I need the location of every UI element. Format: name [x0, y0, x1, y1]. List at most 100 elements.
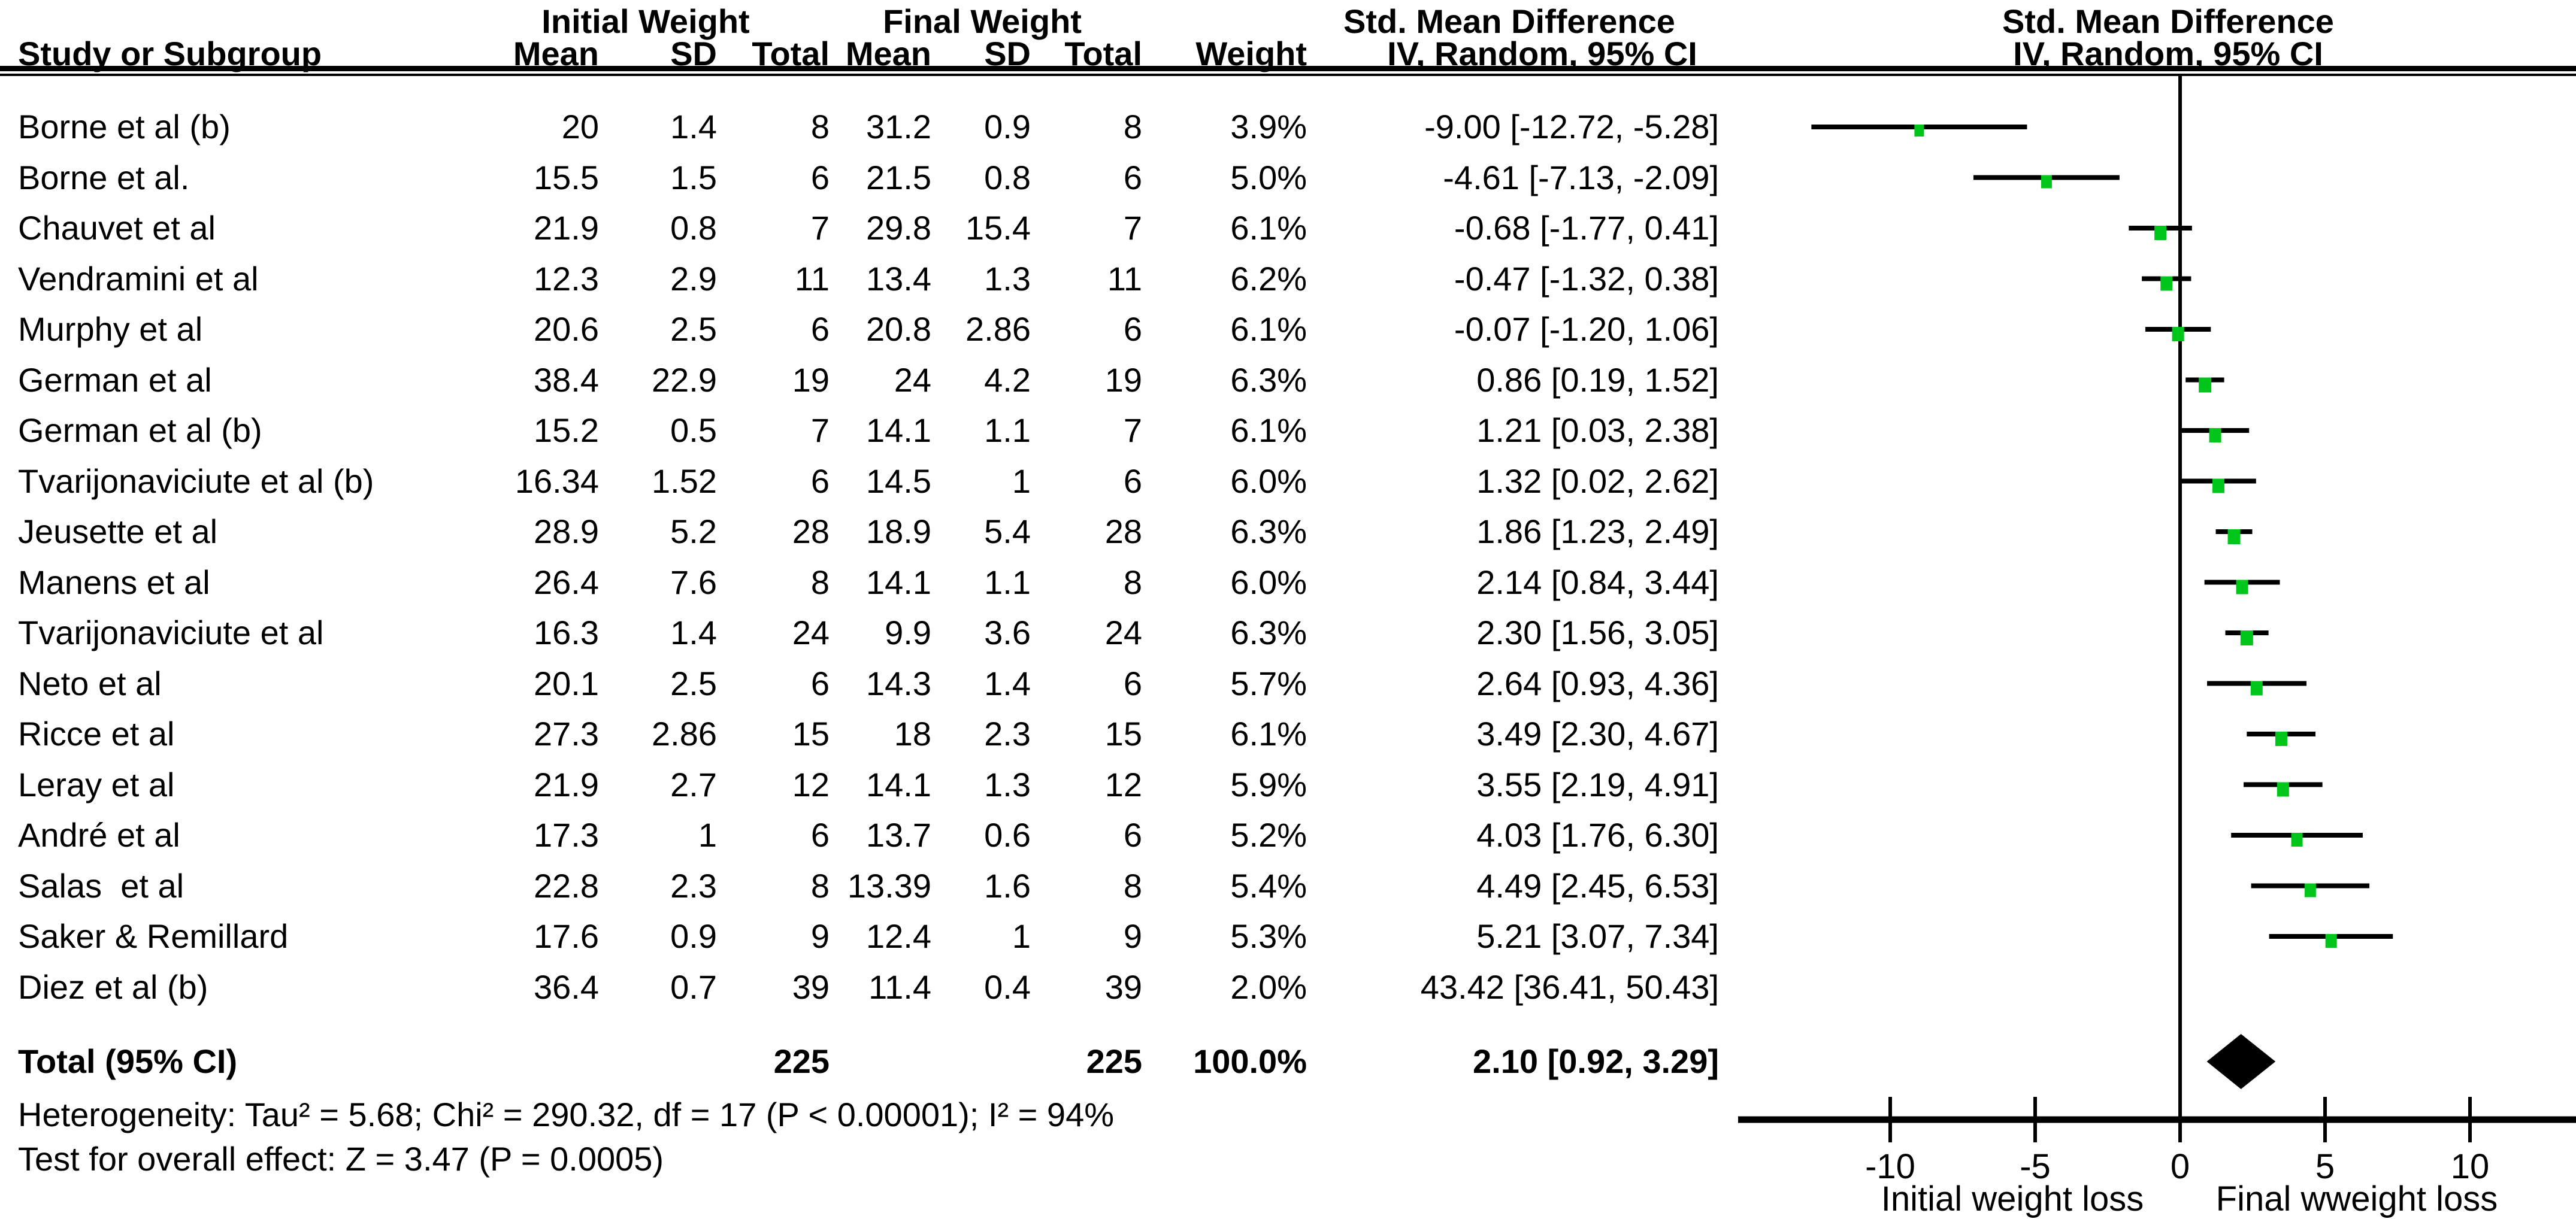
initial-mean: 22.8 [534, 866, 599, 905]
final-total: 6 [1123, 664, 1142, 702]
pooled-diamond [2206, 1034, 2276, 1089]
final-mean: 9.9 [885, 614, 931, 651]
group-header-initial-weight: Initial Weight [541, 2, 750, 40]
final-sd: 5.4 [984, 513, 1031, 550]
effect-marker [2172, 327, 2184, 341]
final-sd: 0.8 [984, 158, 1031, 196]
final-sd: 15.4 [965, 209, 1031, 247]
table-row: Diez et al (b) 36.4 0.7 39 11.4 0.4 39 2… [0, 967, 2576, 1008]
table-smd-subtitle: IV, Random, 95% CI [1387, 35, 1697, 72]
col-header-mean2: Mean [845, 35, 931, 72]
final-mean: 13.39 [847, 866, 931, 905]
initial-sd: 0.5 [670, 411, 717, 449]
weight-value: 5.0% [1230, 158, 1307, 196]
axis-tick-label: -5 [2020, 1147, 2051, 1186]
header-rule-top [0, 66, 2576, 71]
final-mean: 14.1 [866, 563, 931, 601]
total-ci: 2.10 [0.92, 3.29] [1473, 1042, 1719, 1080]
table-row: Chauvet et al 21.9 0.8 7 29.8 15.4 7 6.1… [0, 208, 2576, 248]
table-row: Vendramini et al 12.3 2.9 11 13.4 1.3 11… [0, 259, 2576, 299]
study-name: Leray et al [18, 765, 175, 803]
final-total: 6 [1123, 462, 1142, 500]
ci-text: 4.03 [1.76, 6.30] [1476, 816, 1719, 854]
initial-mean: 16.34 [514, 462, 599, 500]
final-mean: 11.4 [868, 968, 931, 1006]
axis-tick-label: 10 [2451, 1147, 2490, 1186]
final-sd: 3.6 [984, 614, 1031, 651]
study-name: Salas et al [18, 866, 184, 905]
initial-total: 8 [810, 866, 830, 905]
effect-marker [2236, 580, 2248, 595]
table-smd-title: Std. Mean Difference [1343, 2, 1675, 40]
weight-value: 3.9% [1230, 108, 1307, 145]
ci-text: 1.32 [0.02, 2.62] [1476, 462, 1719, 500]
header-rule-bottom [0, 74, 2576, 76]
table-row: Manens et al 26.4 7.6 8 14.1 1.1 8 6.0% … [0, 562, 2576, 603]
table-row: Borne et al. 15.5 1.5 6 21.5 0.8 6 5.0% … [0, 157, 2576, 198]
final-total: 28 [1104, 513, 1142, 550]
ci-text: 1.86 [1.23, 2.49] [1476, 513, 1719, 550]
ci-text: -9.00 [-12.72, -5.28] [1424, 108, 1719, 145]
table-row: Leray et al 21.9 2.7 12 14.1 1.3 12 5.9%… [0, 765, 2576, 805]
initial-mean: 28.9 [534, 513, 599, 550]
final-sd: 1 [1012, 917, 1031, 955]
table-row: Murphy et al 20.6 2.5 6 20.8 2.86 6 6.1%… [0, 309, 2576, 350]
col-header-sd2: SD [984, 35, 1031, 72]
study-name: Borne et al (b) [18, 108, 231, 145]
initial-sd: 1.52 [652, 462, 717, 500]
final-total: 11 [1107, 259, 1142, 298]
col-header-mean1: Mean [513, 35, 599, 72]
axis-tick-label: 5 [2315, 1147, 2335, 1186]
ci-text: -0.68 [-1.77, 0.41] [1454, 209, 1719, 247]
ci-text: 2.14 [0.84, 3.44] [1476, 563, 1719, 601]
axis-tick-label: -10 [1865, 1147, 1915, 1186]
ci-text: 1.21 [0.03, 2.38] [1476, 411, 1719, 449]
initial-mean: 15.2 [534, 411, 599, 449]
initial-mean: 38.4 [534, 360, 599, 399]
weight-value: 6.1% [1230, 209, 1307, 247]
study-name: Neto et al [18, 664, 162, 702]
initial-sd: 1.4 [670, 108, 717, 145]
final-mean: 29.8 [866, 209, 931, 247]
col-header-total2: Total [1064, 35, 1142, 72]
study-name: Murphy et al [18, 310, 203, 348]
initial-sd: 0.9 [670, 917, 717, 955]
effect-marker [2212, 478, 2224, 493]
initial-mean: 21.9 [534, 765, 599, 803]
group-header-final-weight: Final Weight [883, 2, 1082, 40]
table-row: Borne et al (b) 20 1.4 8 31.2 0.9 8 3.9%… [0, 107, 2576, 147]
weight-value: 6.1% [1230, 715, 1307, 753]
initial-mean: 20 [561, 108, 599, 145]
ci-text: 2.64 [0.93, 4.36] [1476, 664, 1719, 702]
effect-marker [2291, 833, 2303, 847]
effect-marker [2275, 732, 2287, 746]
final-total: 7 [1123, 411, 1142, 449]
final-mean: 14.1 [866, 765, 931, 803]
ci-text: -4.61 [-7.13, -2.09] [1443, 158, 1719, 196]
study-name: Jeusette et al [18, 513, 218, 550]
effect-marker [2240, 630, 2253, 645]
plot-smd-subtitle: IV, Random, 95% CI [2013, 35, 2323, 72]
final-mean: 18 [894, 715, 931, 753]
effect-marker [2041, 175, 2052, 189]
total-weight: 100.0% [1193, 1042, 1307, 1080]
initial-total: 11 [794, 259, 830, 298]
col-header-weight: Weight [1195, 35, 1307, 72]
study-name: Ricce et al [18, 715, 175, 753]
initial-sd: 2.5 [670, 310, 717, 348]
initial-total: 19 [792, 360, 830, 399]
study-name: André et al [18, 816, 180, 854]
initial-total: 39 [792, 968, 830, 1006]
final-mean: 13.7 [866, 816, 931, 854]
initial-mean: 20.6 [534, 310, 599, 348]
axis-tick-label: 0 [2171, 1147, 2190, 1186]
weight-value: 6.3% [1230, 360, 1307, 399]
initial-sd: 0.7 [670, 968, 717, 1006]
final-total: 15 [1104, 715, 1142, 753]
total-n2: 225 [1086, 1042, 1142, 1080]
weight-value: 5.4% [1230, 866, 1307, 905]
initial-total: 9 [810, 917, 830, 955]
final-sd: 1.3 [984, 259, 1031, 298]
final-total: 9 [1123, 917, 1142, 955]
